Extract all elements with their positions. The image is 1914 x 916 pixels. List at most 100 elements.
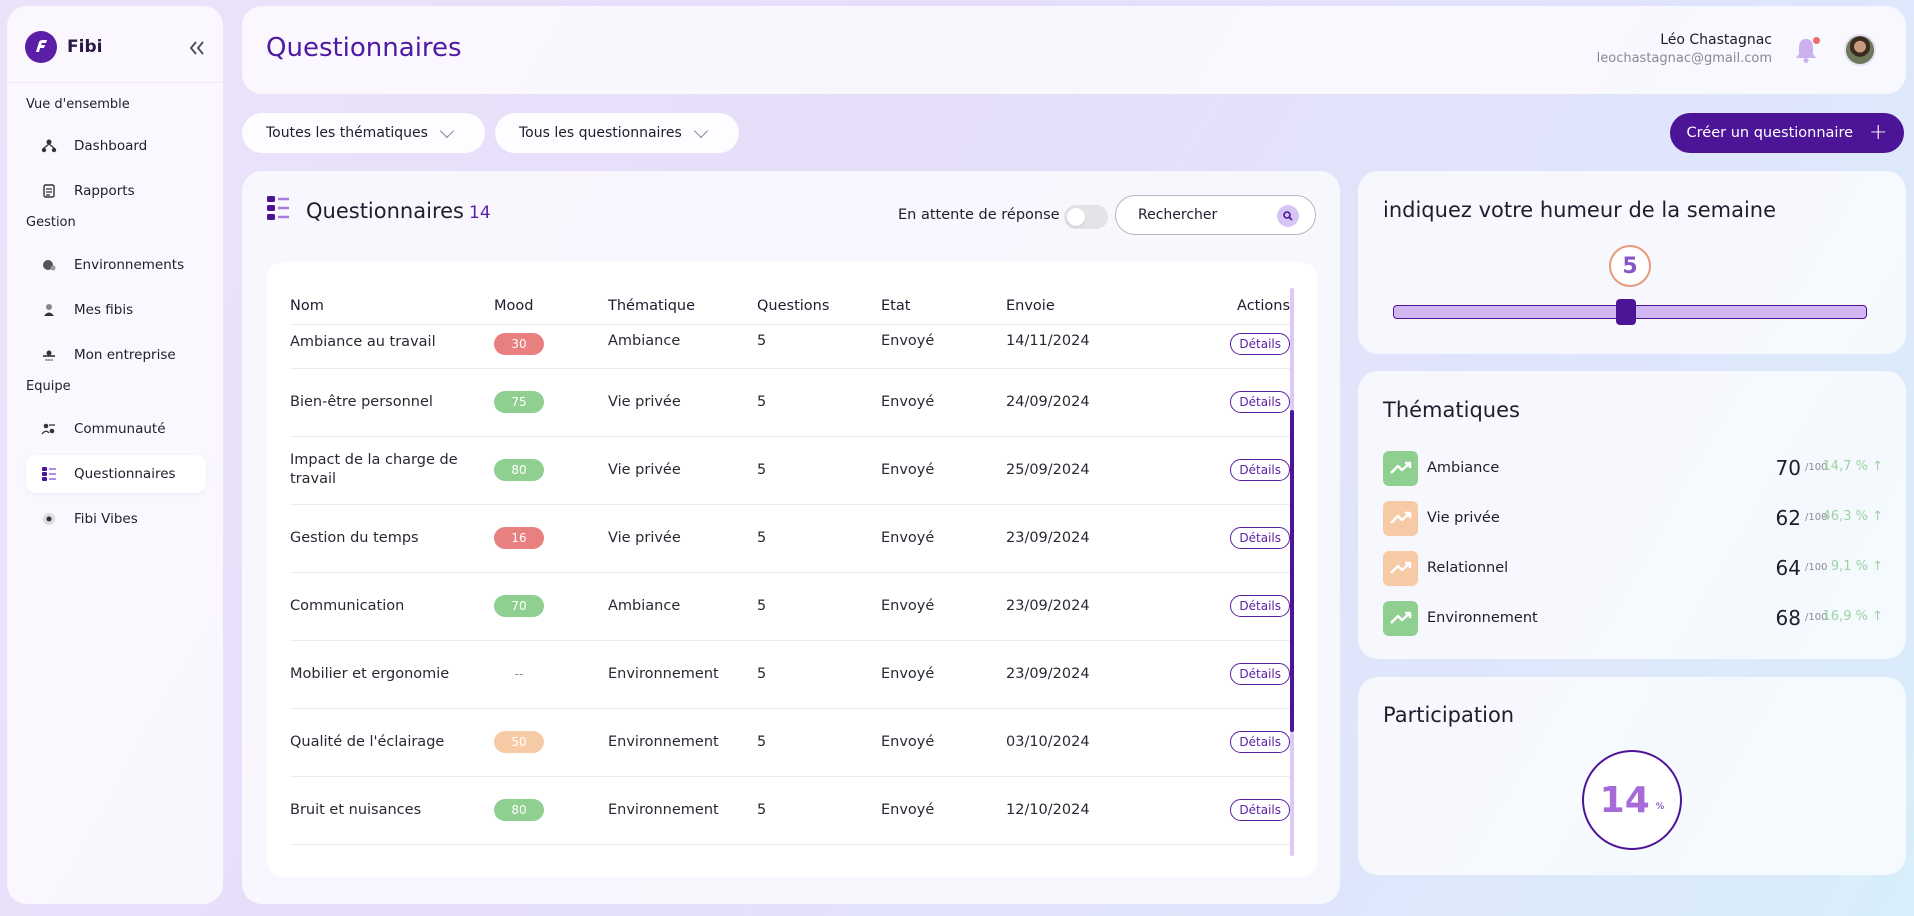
cell-name: Ambiance au travail <box>290 324 494 369</box>
column-header[interactable]: Envoie <box>1006 288 1206 325</box>
mood-slider-handle[interactable] <box>1616 299 1636 325</box>
waiting-filter-label: En attente de réponse <box>898 207 1060 223</box>
trend-up-icon <box>1383 450 1418 486</box>
cell-name: Bruit et nuisances <box>290 776 494 845</box>
table-header-row: Nom Mood Thématique Questions Etat Envoi… <box>290 288 1290 325</box>
themes-filter-label: Toutes les thématiques <box>266 125 428 141</box>
questionnaires-filter-dropdown[interactable]: Tous les questionnaires <box>495 113 739 153</box>
theme-score: 62 <box>1775 506 1801 530</box>
theme-row: Environnement 68 /100 16,9 % ↑ <box>1383 600 1883 636</box>
table-scrollbar-thumb[interactable] <box>1290 410 1294 732</box>
questionnaires-card-title: Questionnaires <box>306 199 464 223</box>
column-header[interactable]: Nom <box>290 288 494 325</box>
participation-unit: % <box>1655 802 1665 812</box>
mood-card-title: indiquez votre humeur de la semaine <box>1383 198 1777 222</box>
column-header[interactable]: Etat <box>881 288 1006 325</box>
sidebar-item-questionnaires[interactable]: Questionnaires <box>26 455 206 493</box>
mood-badge: 75 <box>494 391 544 413</box>
notification-dot <box>1813 37 1820 44</box>
search-input[interactable] <box>1138 207 1268 223</box>
details-button[interactable]: Détails <box>1230 731 1290 753</box>
details-button[interactable]: Détails <box>1230 332 1290 355</box>
collapse-sidebar-icon[interactable] <box>189 39 205 60</box>
cell-name: Impact de la charge de travail <box>290 436 494 505</box>
questionnaire-name: Ambiance au travail <box>290 333 436 350</box>
cell-questions: 5 <box>757 708 881 777</box>
questionnaire-name: Impact de la charge de travail <box>290 452 458 487</box>
details-button[interactable]: Détails <box>1230 391 1290 413</box>
sidebar-item-environments[interactable]: Environnements <box>26 246 206 284</box>
cell-theme: Vie privée <box>608 368 757 437</box>
table-row[interactable]: Bruit et nuisances 80 Environnement 5 En… <box>290 776 1290 845</box>
theme-score-max: /100 <box>1805 462 1828 473</box>
cell-theme: Environnement <box>608 776 757 845</box>
table-row[interactable]: Impact de la charge de travail 80 Vie pr… <box>290 436 1290 505</box>
questionnaire-name: Communication <box>290 597 405 614</box>
sidebar-item-label: Communauté <box>74 421 166 437</box>
sidebar-item-fibi-vibes[interactable]: Fibi Vibes <box>26 500 206 538</box>
theme-score-max: /100 <box>1805 512 1828 523</box>
sidebar-item-company[interactable]: Mon entreprise <box>26 336 206 374</box>
create-questionnaire-button[interactable]: Créer un questionnaire + <box>1670 113 1904 153</box>
table-row[interactable]: Qualité de l'éclairage 50 Environnement … <box>290 708 1290 777</box>
table-row[interactable]: Communication 70 Ambiance 5 Envoyé 23/09… <box>290 572 1290 641</box>
sidebar-item-dashboard[interactable]: Dashboard <box>26 127 206 165</box>
create-questionnaire-label: Créer un questionnaire <box>1686 125 1854 141</box>
cell-state: Envoyé <box>881 776 1006 845</box>
cell-theme: Environnement <box>608 640 757 709</box>
cell-questions: 5 <box>757 368 881 437</box>
cell-mood: -- <box>494 640 608 709</box>
avatar[interactable] <box>1844 34 1876 66</box>
section-title-management: Gestion <box>26 215 76 230</box>
questionnaire-name: Bien-être personnel <box>290 393 433 410</box>
questionnaires-card: Questionnaires 14 En attente de réponse … <box>242 171 1340 904</box>
table-row[interactable]: Ambiance au travail 30 Ambiance 5 Envoyé… <box>290 324 1290 369</box>
details-button[interactable]: Détails <box>1230 595 1290 617</box>
search-icon[interactable] <box>1277 205 1299 227</box>
mood-badge: 16 <box>494 527 544 549</box>
table-row[interactable]: Mobilier et ergonomie -- Environnement 5… <box>290 640 1290 709</box>
theme-score-max: /100 <box>1805 612 1828 623</box>
section-title-overview: Vue d'ensemble <box>26 97 130 112</box>
sidebar-item-community[interactable]: Communauté <box>26 410 206 448</box>
cell-state: Envoyé <box>881 436 1006 505</box>
column-header[interactable]: Questions <box>757 288 881 325</box>
trend-up-icon <box>1383 500 1418 536</box>
reports-icon <box>40 182 58 200</box>
column-header[interactable]: Mood <box>494 288 608 325</box>
cell-sent-date: 12/10/2024 <box>1006 776 1206 845</box>
participation-value: 14 <box>1599 779 1650 821</box>
cell-mood: 16 <box>494 504 608 573</box>
fibi-logo-icon <box>25 31 57 63</box>
theme-row: Vie privée 62 /100 46,3 % ↑ <box>1383 500 1883 536</box>
details-button[interactable]: Détails <box>1230 799 1290 821</box>
table-row[interactable]: Bien-être personnel 75 Vie privée 5 Envo… <box>290 368 1290 437</box>
sidebar-item-my-fibis[interactable]: Mes fibis <box>26 291 206 329</box>
notification-bell-icon[interactable] <box>1794 36 1820 66</box>
theme-trend-percent: 46,3 % ↑ <box>1822 509 1883 524</box>
cell-actions: Détails <box>1206 776 1290 845</box>
mood-badge: 80 <box>494 799 544 821</box>
column-header[interactable]: Thématique <box>608 288 757 325</box>
details-button[interactable]: Détails <box>1230 663 1290 685</box>
chevron-down-icon <box>439 123 455 139</box>
questionnaire-name: Mobilier et ergonomie <box>290 665 450 682</box>
table-row[interactable]: Gestion du temps 16 Vie privée 5 Envoyé … <box>290 504 1290 573</box>
theme-score-max: /100 <box>1805 562 1828 573</box>
cell-mood: 70 <box>494 572 608 641</box>
details-button[interactable]: Détails <box>1230 527 1290 549</box>
questionnaire-name: Bruit et nuisances <box>290 801 422 818</box>
waiting-toggle[interactable] <box>1064 205 1108 229</box>
cell-sent-date: 23/09/2024 <box>1006 504 1206 573</box>
chevron-down-icon <box>693 123 708 139</box>
cell-state: Envoyé <box>881 368 1006 437</box>
logo[interactable]: Fibi <box>25 31 102 63</box>
cell-actions: Détails <box>1206 436 1290 505</box>
sidebar-item-reports[interactable]: Rapports <box>26 172 206 210</box>
details-button[interactable]: Détails <box>1230 459 1290 481</box>
cell-actions: Détails <box>1206 368 1290 437</box>
cell-state: Envoyé <box>881 504 1006 573</box>
theme-score: 64 <box>1775 556 1801 580</box>
questionnaires-filter-label: Tous les questionnaires <box>519 125 682 141</box>
themes-filter-dropdown[interactable]: Toutes les thématiques <box>242 113 485 153</box>
